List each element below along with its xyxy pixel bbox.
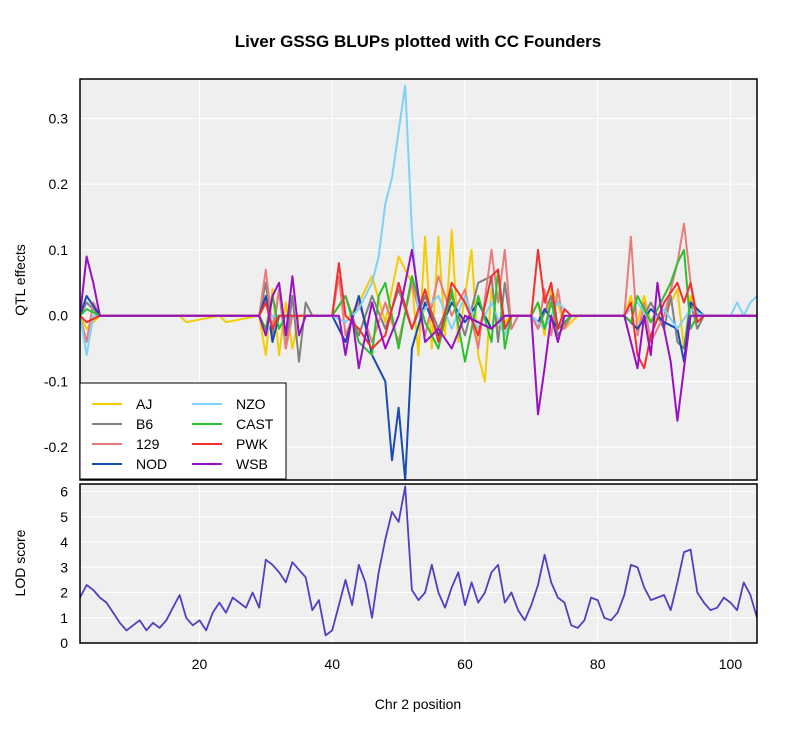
lod-y-tick-label: 5 — [60, 509, 68, 525]
lod-plot-frame — [79, 483, 758, 644]
legend-label: WSB — [236, 456, 268, 472]
legend-entry-pwk: PWK — [192, 436, 269, 452]
legend-entry-nzo: NZO — [192, 396, 266, 412]
effects-y-tick-label: -0.1 — [44, 373, 68, 389]
lod-y-axis-label: LOD score — [12, 529, 28, 596]
effects-y-tick-label: 0.1 — [49, 242, 69, 258]
lod-panel: 0 1 2 3 4 5 6 20 40 60 80 100 — [60, 483, 758, 672]
chart-title: Liver GSSG BLUPs plotted with CC Founder… — [235, 32, 601, 51]
legend-label: B6 — [136, 416, 153, 432]
x-tick-label: 20 — [192, 656, 208, 672]
legend-label: AJ — [136, 396, 152, 412]
lod-y-tick-label: 0 — [60, 635, 68, 651]
x-tick-label: 100 — [719, 656, 743, 672]
effects-panel: -0.2 -0.1 0.0 0.1 0.2 0.3 AJ B6 129 NOD NZO CAST PW… — [44, 78, 758, 481]
effects-y-tick-label: 0.3 — [49, 110, 69, 126]
legend-label: CAST — [236, 416, 274, 432]
legend-entry-129: 129 — [92, 436, 160, 452]
effects-y-axis-label: QTL effects — [12, 244, 28, 316]
x-axis-label: Chr 2 position — [375, 696, 461, 712]
x-ticks: 20 40 60 80 100 — [192, 656, 743, 672]
effects-y-tick-label: 0.2 — [49, 176, 69, 192]
effects-series — [80, 84, 757, 480]
legend-label: PWK — [236, 436, 269, 452]
legend-label: NZO — [236, 396, 266, 412]
legend-label: NOD — [136, 456, 167, 472]
lod-grid — [80, 484, 757, 644]
x-tick-label: 60 — [457, 656, 473, 672]
legend-label: 129 — [136, 436, 160, 452]
series-line-wsb — [80, 248, 757, 422]
lod-y-tick-label: 2 — [60, 585, 68, 601]
legend-entry-cast: CAST — [192, 416, 274, 432]
x-tick-label: 40 — [324, 656, 340, 672]
lod-y-tick-label: 4 — [60, 534, 68, 550]
legend-entry-wsb: WSB — [192, 456, 268, 472]
x-tick-label: 80 — [590, 656, 606, 672]
legend-entry-aj: AJ — [92, 396, 152, 412]
lod-y-tick-label: 6 — [60, 484, 68, 500]
lod-y-tick-label: 1 — [60, 610, 68, 626]
lod-series — [80, 485, 757, 637]
effects-y-ticks: -0.2 -0.1 0.0 0.1 0.2 0.3 — [44, 110, 68, 455]
effects-y-tick-label: 0.0 — [49, 308, 69, 324]
legend-entry-b6: B6 — [92, 416, 153, 432]
effects-y-tick-label: -0.2 — [44, 439, 68, 455]
lod-plot-background — [80, 484, 757, 643]
legend-entry-nod: NOD — [92, 456, 167, 472]
lod-y-tick-label: 3 — [60, 559, 68, 575]
lod-y-ticks: 0 1 2 3 4 5 6 — [60, 484, 68, 651]
legend: AJ B6 129 NOD NZO CAST PWK WSB — [79, 382, 287, 480]
effects-plot-frame — [79, 78, 758, 481]
series-line-b6 — [80, 275, 757, 363]
lod-line — [80, 485, 757, 637]
